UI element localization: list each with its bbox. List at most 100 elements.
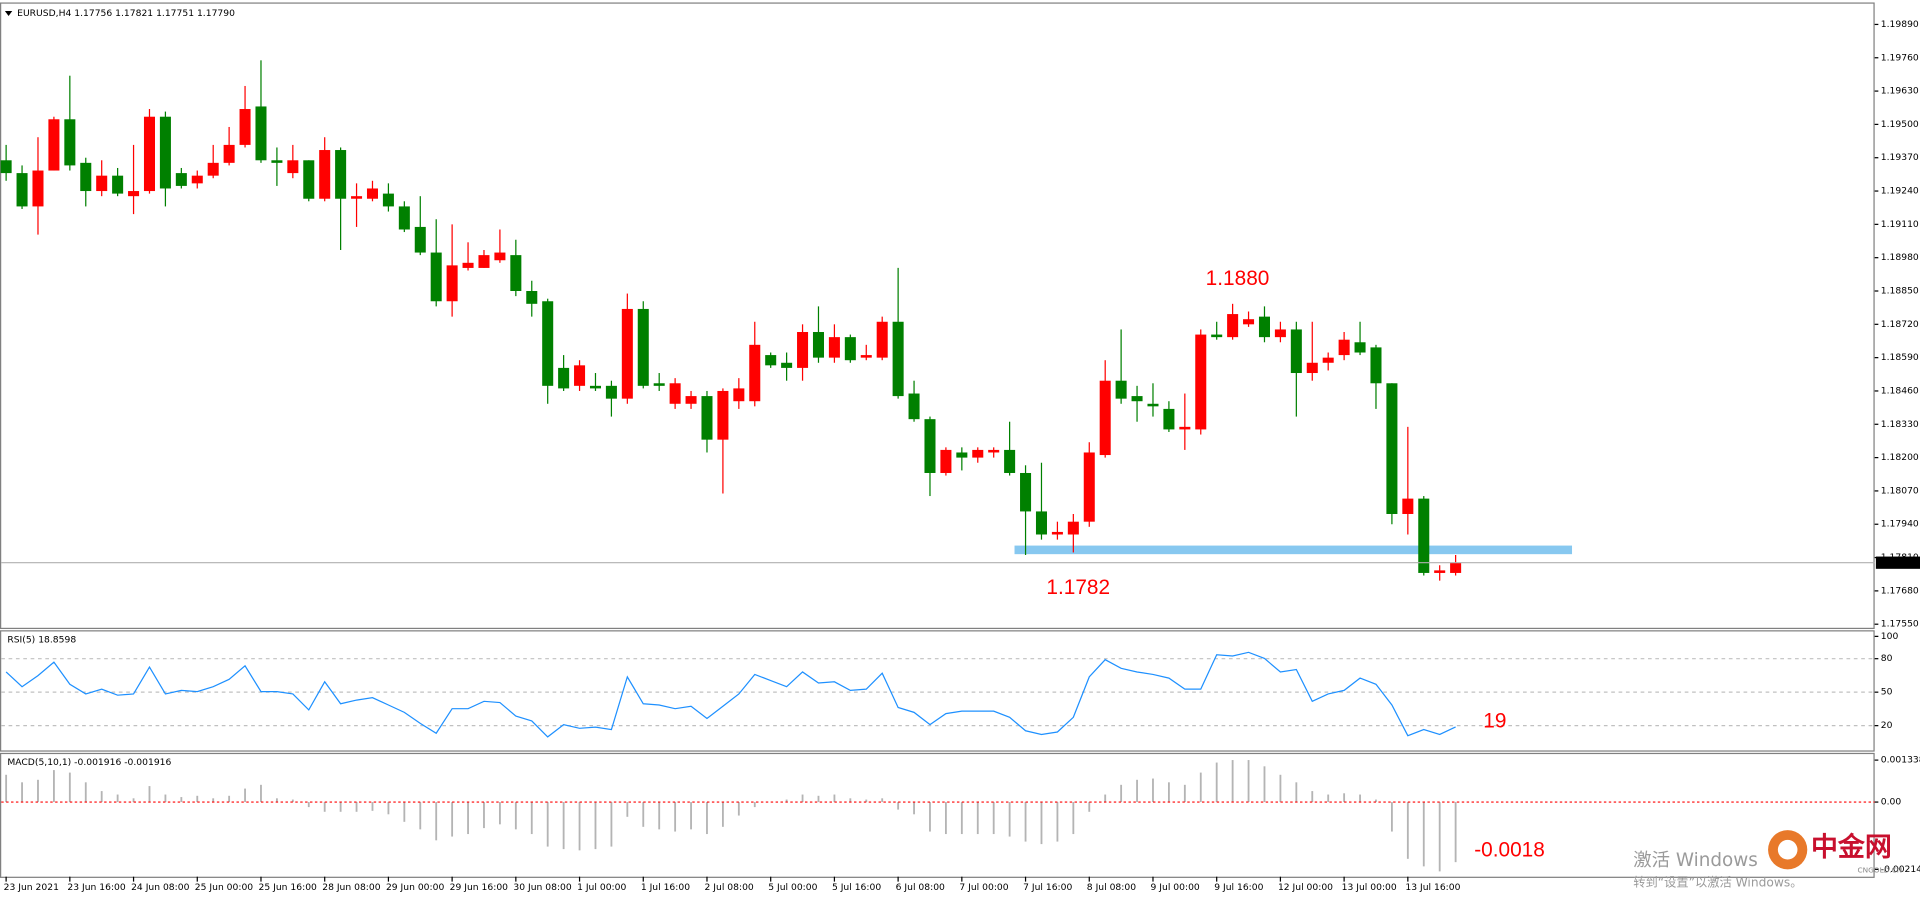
- x-tick-label: 28 Jun 08:00: [322, 882, 380, 893]
- candle-body: [287, 160, 299, 174]
- logo-text: 中金网: [1811, 831, 1892, 863]
- candle-body: [1131, 396, 1143, 402]
- x-tick-label: 5 Jul 16:00: [832, 882, 881, 893]
- candle-body: [781, 362, 793, 368]
- y-tick-label: 1.18070: [1881, 485, 1919, 496]
- y-tick-label: 1.17680: [1881, 585, 1919, 596]
- candle-body: [16, 173, 28, 207]
- x-tick-label: 13 Jul 16:00: [1405, 882, 1460, 893]
- candle-body: [733, 388, 745, 402]
- candle-body: [1020, 472, 1032, 512]
- main-panel-frame: [0, 2, 1875, 630]
- x-tick-label: 7 Jul 16:00: [1023, 882, 1072, 893]
- candle-body: [191, 175, 203, 184]
- x-tick-label: 25 Jun 16:00: [259, 882, 317, 893]
- candle-body: [940, 449, 952, 473]
- candle-body: [64, 119, 76, 166]
- marks: 1.19890 1.19760 1.19630 1.19500 1.19370 1.192…: [0, 19, 1920, 893]
- y-tick-label: 100: [1881, 631, 1899, 642]
- y-tick-label: -0.002146: [1881, 864, 1920, 875]
- candle-body: [876, 321, 888, 358]
- y-tick-label: 1.19760: [1881, 52, 1919, 63]
- y-tick-label: 0.00: [1881, 797, 1902, 808]
- x-tick-label: 2 Jul 08:00: [705, 882, 754, 893]
- x-tick-label: 7 Jul 00:00: [959, 882, 1008, 893]
- y-tick-label: 1.18200: [1881, 452, 1919, 463]
- y-tick-label: 1.19500: [1881, 119, 1919, 130]
- candle-body: [1338, 339, 1350, 356]
- candle-body: [430, 252, 442, 302]
- candle-body: [701, 396, 713, 440]
- rsi-panel-frame: [0, 630, 1875, 752]
- x-tick-label: 6 Jul 08:00: [896, 882, 945, 893]
- macd-panel-frame: [0, 752, 1875, 878]
- candle-body: [1051, 531, 1063, 535]
- candle-body: [239, 109, 251, 145]
- candle-body: [653, 383, 665, 386]
- macd-title: MACD(5,10,1) -0.001916 -0.001916: [7, 757, 171, 768]
- menu-triangle[interactable]: [4, 11, 13, 16]
- x-tick-label: 23 Jun 2021: [4, 882, 59, 893]
- candle-body: [605, 385, 617, 399]
- x-tick-label: 8 Jul 08:00: [1087, 882, 1136, 893]
- candle-body: [1450, 562, 1462, 573]
- x-tick-label: 30 Jun 08:00: [513, 882, 571, 893]
- candle-body: [446, 265, 458, 302]
- candle-body: [335, 150, 347, 199]
- y-tick-label: 1.18980: [1881, 252, 1919, 263]
- price-label-box: [1875, 556, 1920, 569]
- candle-body: [828, 337, 840, 358]
- x-tick-label: 9 Jul 16:00: [1214, 882, 1263, 893]
- y-tick-label: 1.18590: [1881, 352, 1919, 363]
- candle-body: [542, 301, 554, 386]
- candle-body: [956, 452, 968, 458]
- candle-body: [765, 355, 777, 366]
- candle-body: [462, 262, 474, 268]
- x-tick-label: 25 Jun 00:00: [195, 882, 253, 893]
- candle-body: [1099, 380, 1111, 456]
- annotation: 1.1880: [1206, 267, 1270, 290]
- x-tick-label: 1 Jul 16:00: [641, 882, 690, 893]
- candle-body: [175, 173, 187, 186]
- y-tick-label: 50: [1881, 687, 1893, 698]
- annotation: 1.1782: [1046, 576, 1110, 599]
- candle-body: [510, 255, 522, 292]
- y-tick-label: 20: [1881, 720, 1893, 731]
- candle-body: [159, 116, 171, 189]
- main-title: EURUSD,H4 1.17756 1.17821 1.17751 1.1779…: [17, 8, 235, 19]
- support-band: [1014, 545, 1573, 555]
- candle-body: [972, 449, 984, 458]
- candle-body: [398, 206, 410, 230]
- x-tick-label: 12 Jul 00:00: [1278, 882, 1333, 893]
- candle-body: [48, 119, 60, 171]
- candle-body: [1418, 498, 1430, 573]
- candle-body: [1004, 449, 1016, 473]
- watermark-activate: 激活 Windows: [1633, 850, 1758, 871]
- candle-body: [1306, 362, 1318, 374]
- candle-body: [351, 196, 363, 199]
- candle-body: [908, 393, 920, 420]
- candle-body: [207, 162, 219, 176]
- y-tick-label: 1.18330: [1881, 419, 1919, 430]
- candle-body: [924, 419, 936, 473]
- x-tick-label: 13 Jul 00:00: [1342, 882, 1397, 893]
- candle-body: [1370, 347, 1382, 384]
- candle-body: [1386, 383, 1398, 514]
- candle-body: [382, 193, 394, 207]
- y-tick-label: 0.001338: [1881, 755, 1920, 766]
- candle-body: [366, 188, 378, 199]
- annotation: -0.0018: [1474, 838, 1545, 861]
- y-tick-label: 80: [1881, 653, 1893, 664]
- candle-body: [414, 226, 426, 253]
- y-tick-label: 1.19240: [1881, 186, 1919, 197]
- candle-body: [1274, 329, 1286, 338]
- candle-body: [574, 365, 586, 386]
- candle-body: [32, 170, 44, 207]
- x-tick-label: 29 Jun 16:00: [450, 882, 508, 893]
- x-tick-label: 23 Jun 16:00: [67, 882, 125, 893]
- logo-icon-inner: [1777, 839, 1798, 860]
- candle-body: [1211, 334, 1223, 338]
- x-tick-label: 5 Jul 00:00: [768, 882, 817, 893]
- candle-body: [1115, 380, 1127, 399]
- candle-body: [988, 449, 1000, 453]
